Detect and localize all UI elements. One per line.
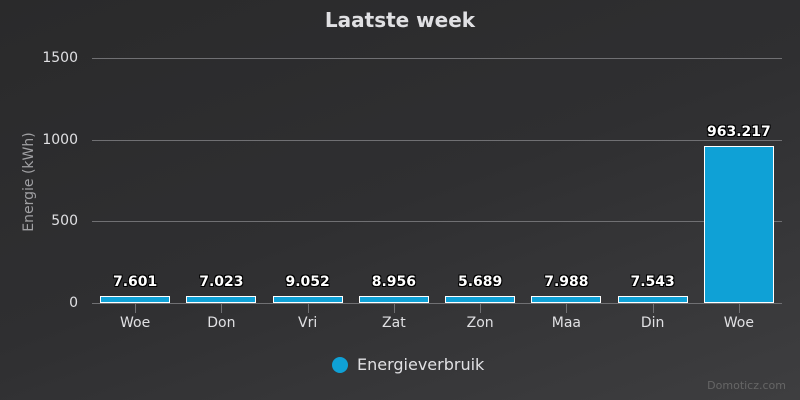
bar[interactable] (272, 296, 343, 303)
bar[interactable] (100, 296, 171, 303)
bar-value-label: 7.988 (544, 274, 589, 290)
x-tick-label: Zat (382, 315, 406, 331)
x-tick-label: Woe (723, 315, 754, 331)
bar[interactable] (358, 296, 429, 303)
x-tick-label: Zon (466, 315, 494, 331)
x-tick-mark (221, 303, 223, 313)
legend-label: Energieverbruik (357, 355, 485, 374)
bar[interactable] (617, 296, 688, 303)
x-tick-mark (480, 303, 482, 313)
x-tick-mark (307, 303, 309, 313)
legend-item-energieverbruik[interactable]: Energieverbruik (332, 355, 484, 374)
bar-value-label: 5.689 (457, 274, 503, 290)
plot-area: 0 500 1000 1500 7.601 Woe 7.023 Don 9.052 Vri 8.95… (42, 50, 782, 331)
gridline (92, 221, 782, 223)
y-tick-label: 1000 (42, 131, 78, 148)
x-tick-label: Maa (551, 315, 581, 331)
bar-value-label: 8.956 (371, 274, 417, 290)
x-tick-mark (566, 303, 568, 313)
x-tick-mark (135, 303, 137, 313)
x-tick-label: Don (207, 315, 236, 331)
x-tick-label: Vri (298, 315, 318, 331)
gridline (92, 139, 782, 141)
bar-value-label: 9.052 (285, 274, 330, 290)
y-tick-label: 1500 (42, 50, 78, 66)
bar-value-label: 7.023 (199, 274, 244, 290)
x-tick-mark (652, 303, 654, 313)
bar[interactable] (186, 296, 257, 303)
bar[interactable] (531, 296, 602, 303)
bar-value-label: 7.601 (112, 274, 158, 290)
chart-title: Laatste week (324, 8, 476, 32)
gridline (92, 58, 782, 59)
bar[interactable] (703, 145, 774, 303)
gridline (92, 303, 782, 304)
x-tick-label: Woe (120, 315, 151, 331)
x-tick-label: Din (640, 315, 665, 331)
y-axis-label: Energie (kWh) (21, 132, 37, 232)
x-tick-mark (738, 303, 740, 313)
legend-marker-icon (332, 356, 348, 373)
bar-value-label: 963.217 (706, 123, 771, 140)
bar[interactable] (445, 296, 516, 303)
x-tick-mark (393, 303, 395, 313)
y-tick-label: 0 (69, 295, 78, 311)
credits-link[interactable]: Domoticz.com (707, 379, 786, 392)
bar-value-label: 7.543 (630, 274, 675, 290)
y-tick-label: 500 (51, 213, 78, 230)
